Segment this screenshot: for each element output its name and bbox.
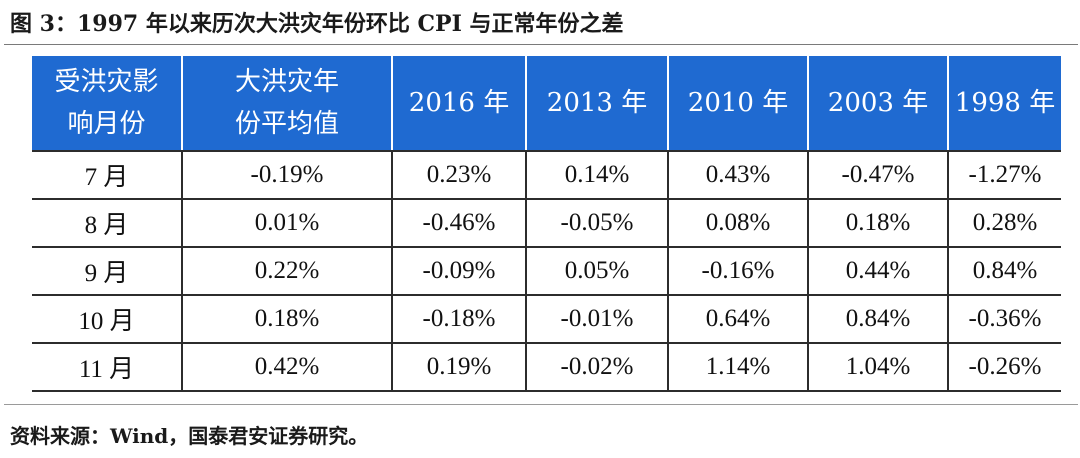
header-flood-year-average-line2: 份平均值	[234, 109, 339, 139]
year-2003-cell: -0.47%	[808, 151, 949, 200]
header-year-2013: 2013 年	[526, 56, 669, 152]
table-header-row: 受洪灾影 响月份 大洪灾年 份平均值 2016 年 2013 年 2010 年 …	[32, 56, 1061, 152]
year-2010-cell: 0.64%	[668, 295, 809, 344]
source-divider	[4, 404, 1078, 405]
header-year-2003: 2003 年	[808, 56, 949, 152]
year-2003-cell: 0.84%	[808, 295, 949, 344]
row-month-cell: 11 月	[32, 343, 183, 392]
year-2016-cell: 0.19%	[392, 343, 527, 392]
year-1998-cell: -1.27%	[948, 151, 1061, 200]
table-row: 10 月 0.18% -0.18% -0.01% 0.64% 0.84% -0.…	[32, 295, 1061, 344]
year-2016-cell: -0.18%	[392, 295, 527, 344]
year-2010-cell: 0.43%	[668, 151, 809, 200]
header-affected-month-line1: 受洪灾影	[54, 67, 159, 97]
table-row: 8 月 0.01% -0.46% -0.05% 0.08% 0.18% 0.28…	[32, 199, 1061, 248]
table-row: 9 月 0.22% -0.09% 0.05% -0.16% 0.44% 0.84…	[32, 247, 1061, 296]
source-note: 资料来源：Wind，国泰君安证券研究。	[10, 424, 369, 448]
average-cell: 0.18%	[182, 295, 393, 344]
year-2003-cell: 1.04%	[808, 343, 949, 392]
header-affected-month: 受洪灾影 响月份	[32, 56, 183, 152]
year-2003-cell: 0.44%	[808, 247, 949, 296]
year-2013-cell: -0.01%	[526, 295, 669, 344]
year-1998-cell: 0.84%	[948, 247, 1061, 296]
figure-title: 图 3：1997 年以来历次大洪灾年份环比 CPI 与正常年份之差	[10, 11, 624, 37]
year-1998-cell: 0.28%	[948, 199, 1061, 248]
title-divider	[4, 44, 1078, 45]
table-row: 11 月 0.42% 0.19% -0.02% 1.14% 1.04% -0.2…	[32, 343, 1061, 392]
year-1998-cell: -0.36%	[948, 295, 1061, 344]
average-cell: 0.01%	[182, 199, 393, 248]
row-month-cell: 10 月	[32, 295, 183, 344]
year-2010-cell: 0.08%	[668, 199, 809, 248]
cpi-difference-table: 受洪灾影 响月份 大洪灾年 份平均值 2016 年 2013 年 2010 年 …	[32, 56, 1061, 392]
year-2013-cell: 0.05%	[526, 247, 669, 296]
year-1998-cell: -0.26%	[948, 343, 1061, 392]
row-month-cell: 8 月	[32, 199, 183, 248]
year-2010-cell: 1.14%	[668, 343, 809, 392]
year-2010-cell: -0.16%	[668, 247, 809, 296]
average-cell: -0.19%	[182, 151, 393, 200]
header-year-2010: 2010 年	[668, 56, 809, 152]
year-2013-cell: -0.02%	[526, 343, 669, 392]
year-2016-cell: 0.23%	[392, 151, 527, 200]
header-flood-year-average: 大洪灾年 份平均值	[182, 56, 393, 152]
header-year-1998: 1998 年	[948, 56, 1061, 152]
header-year-2016: 2016 年	[392, 56, 527, 152]
year-2016-cell: -0.46%	[392, 199, 527, 248]
row-month-cell: 7 月	[32, 151, 183, 200]
row-month-cell: 9 月	[32, 247, 183, 296]
header-affected-month-line2: 响月份	[67, 109, 146, 139]
year-2016-cell: -0.09%	[392, 247, 527, 296]
year-2013-cell: -0.05%	[526, 199, 669, 248]
cpi-difference-table-container: 受洪灾影 响月份 大洪灾年 份平均值 2016 年 2013 年 2010 年 …	[32, 56, 1061, 392]
year-2013-cell: 0.14%	[526, 151, 669, 200]
year-2003-cell: 0.18%	[808, 199, 949, 248]
average-cell: 0.42%	[182, 343, 393, 392]
average-cell: 0.22%	[182, 247, 393, 296]
header-flood-year-average-line1: 大洪灾年	[234, 67, 339, 97]
table-row: 7 月 -0.19% 0.23% 0.14% 0.43% -0.47% -1.2…	[32, 151, 1061, 200]
